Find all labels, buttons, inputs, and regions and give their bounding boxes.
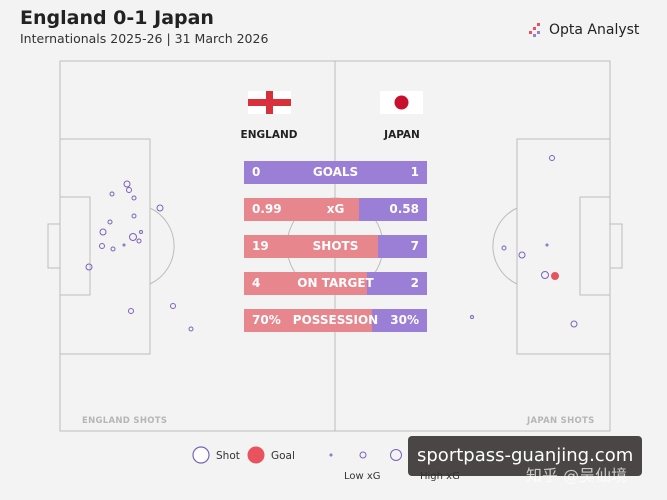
stat-bar-away — [378, 235, 427, 258]
shot-marker — [170, 303, 176, 309]
shot-marker — [128, 308, 134, 314]
shot-marker — [122, 243, 126, 247]
shot-marker — [107, 219, 113, 225]
penalty-arc-right — [492, 207, 518, 285]
stat-bar-home — [244, 272, 367, 295]
stat-away-value: 1 — [410, 165, 419, 179]
stat-bar-away — [244, 161, 427, 184]
shot-marker — [541, 271, 549, 279]
shot-marker — [139, 230, 143, 234]
stat-bar-home — [244, 235, 378, 258]
stat-away-value: 0.58 — [389, 202, 419, 216]
watermark-secondary: 知乎 @吴仙境 — [526, 466, 628, 485]
england-flag-icon — [248, 91, 291, 119]
stat-home-value: 4 — [252, 276, 261, 290]
team-name-home: ENGLAND — [240, 129, 298, 141]
shot-marker — [501, 245, 507, 251]
legend-goal-icon — [247, 446, 265, 464]
away-shots-label: JAPAN SHOTS — [527, 416, 595, 426]
stat-row-shots: SHOTS 19 7 — [244, 235, 427, 258]
stat-label: GOALS — [312, 165, 359, 179]
legend-xg-medium-icon — [359, 451, 367, 459]
shot-marker — [470, 315, 474, 319]
page-title: England 0-1 Japan — [20, 7, 214, 29]
stat-row-on-target: ON TARGET 4 2 — [244, 272, 427, 295]
stat-label: SHOTS — [312, 239, 359, 253]
shot-marker — [131, 195, 137, 201]
team-name-away: JAPAN — [384, 129, 420, 141]
stat-bar-home — [244, 198, 359, 221]
shot-marker — [99, 243, 105, 249]
legend-xg-large-icon — [390, 449, 402, 461]
shot-marker — [188, 326, 194, 332]
legend-high-xg-label: High xG — [420, 471, 460, 482]
stat-away-value: 7 — [410, 239, 419, 253]
shot-marker — [85, 263, 93, 271]
goal-marker — [551, 272, 559, 280]
stat-row-goals: GOALS 0 1 — [244, 161, 427, 184]
brand-name: Opta Analyst — [549, 22, 640, 38]
shot-marker — [156, 204, 164, 212]
legend-goal-label: Goal — [271, 450, 295, 462]
stat-home-value: 19 — [252, 239, 269, 253]
opta-logo-icon — [529, 23, 540, 37]
legend-xg-small-icon — [329, 453, 333, 457]
shot-marker — [518, 251, 526, 259]
stat-away-value: 2 — [410, 276, 419, 290]
brand-logo: Opta Analyst — [528, 22, 639, 38]
shot-marker — [549, 155, 555, 161]
stat-label: ON TARGET — [297, 276, 374, 290]
stat-row-possession: POSSESSION 70% 30% — [244, 309, 427, 332]
stat-home-value: 70% — [252, 313, 281, 327]
shot-marker — [129, 233, 137, 241]
legend-shot-label: Shot — [216, 450, 240, 462]
shot-marker — [123, 180, 131, 188]
shot-marker — [109, 191, 115, 197]
shot-marker — [136, 238, 142, 244]
stat-bar-away — [367, 272, 427, 295]
watermark: sportpass-guanjing.com — [408, 436, 642, 476]
goal-right — [609, 223, 623, 269]
shot-marker — [110, 246, 116, 252]
stat-bar-home — [244, 309, 372, 332]
stat-home-value: 0 — [252, 165, 261, 179]
shot-marker — [126, 187, 132, 193]
stat-label: POSSESSION — [292, 313, 379, 327]
legend-shot-icon — [192, 446, 210, 464]
shot-marker — [570, 320, 578, 328]
stat-bar-away — [372, 309, 427, 332]
stat-bar-away — [359, 198, 427, 221]
shot-marker — [99, 228, 107, 236]
japan-flag-icon — [380, 91, 423, 119]
goal-left — [47, 223, 61, 269]
legend-low-xg-label: Low xG — [344, 471, 381, 482]
shot-marker — [131, 213, 137, 219]
penalty-arc-left — [149, 207, 175, 285]
stat-away-value: 30% — [390, 313, 419, 327]
stat-home-value: 0.99 — [252, 202, 282, 216]
stat-row-xg: xG 0.99 0.58 — [244, 198, 427, 221]
home-shots-label: ENGLAND SHOTS — [82, 416, 168, 426]
stat-label: xG — [326, 202, 345, 216]
page-subtitle: Internationals 2025-26 | 31 March 2026 — [20, 31, 269, 46]
shot-marker — [545, 243, 549, 247]
